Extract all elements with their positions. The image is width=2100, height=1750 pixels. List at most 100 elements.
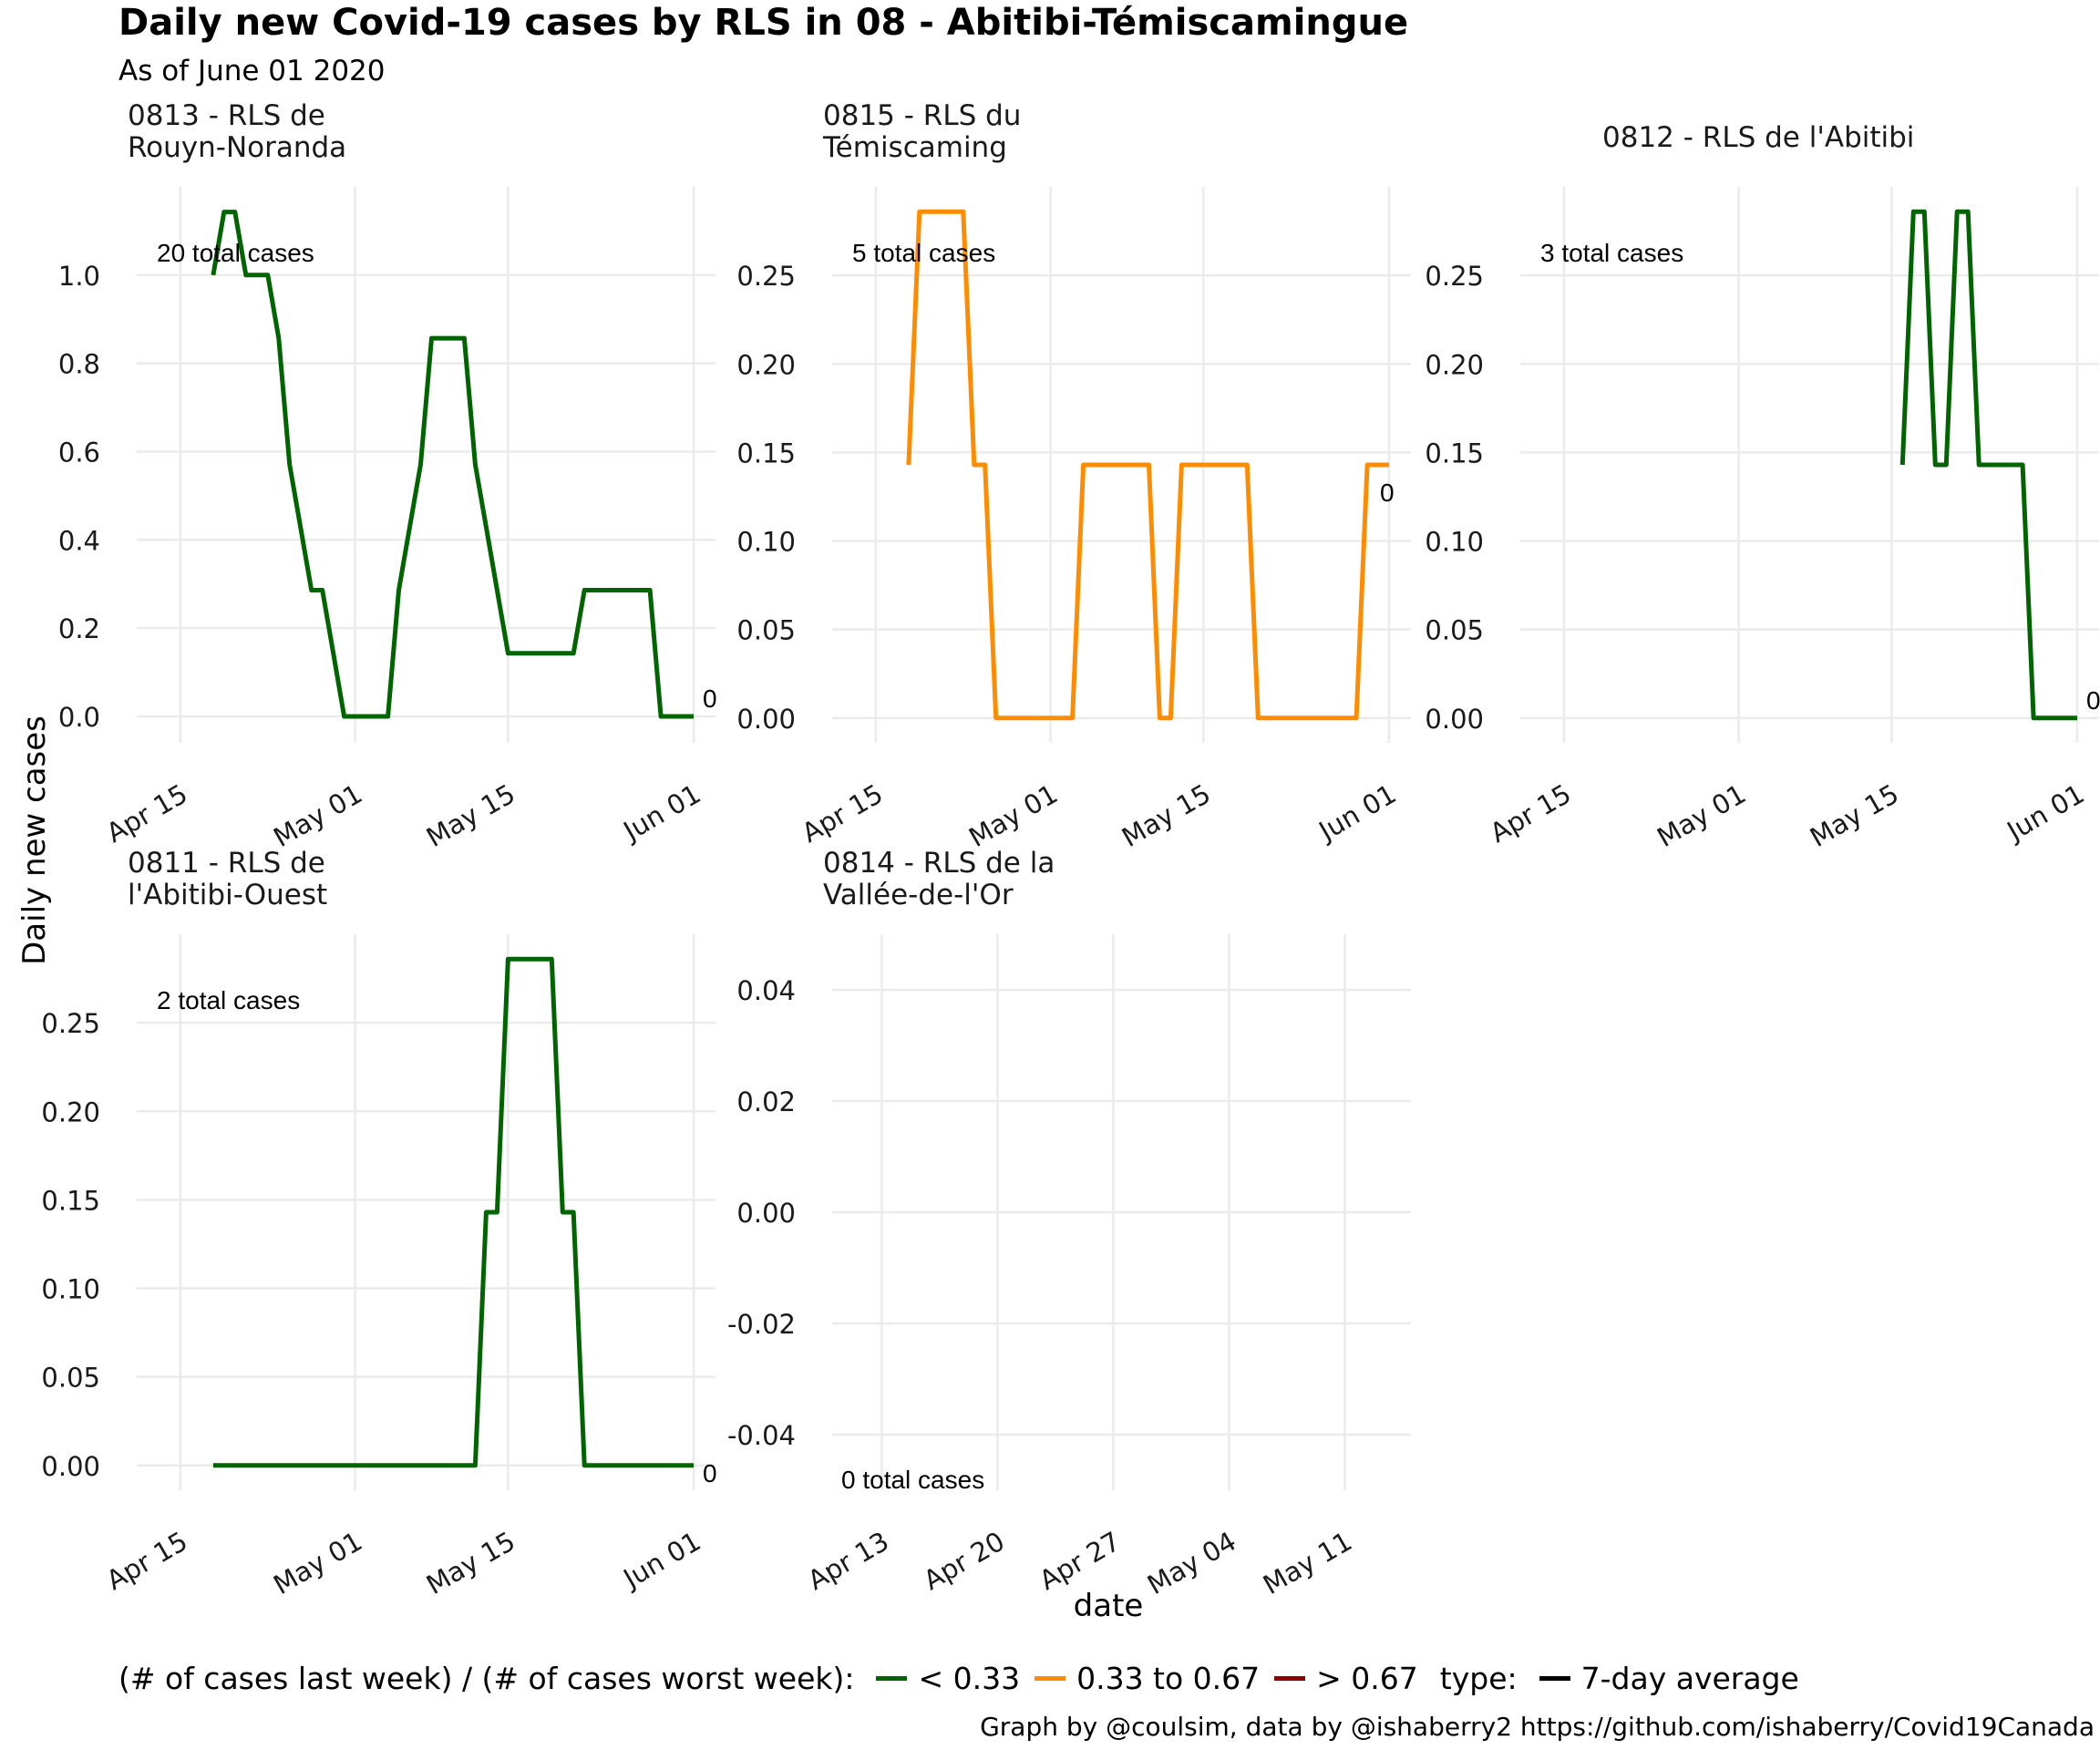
legend-swatch-high (1274, 1676, 1306, 1681)
legend-color-title: (# of cases last week) / (# of cases wor… (118, 1661, 855, 1696)
series-line-7-day-average (212, 956, 694, 1468)
legend-swatch-low (876, 1676, 908, 1681)
series-line-7-day-average (1899, 209, 2077, 721)
legend-label-low: < 0.33 (918, 1661, 1021, 1696)
total-cases-label: 20 total cases (157, 239, 314, 267)
x-tick-label: May 04 (1142, 1526, 1241, 1601)
panel-title-line: Témiscaming (822, 131, 1007, 164)
y-tick-label: 0.00 (41, 1451, 100, 1482)
y-tick-label: 0.10 (1425, 527, 1484, 558)
y-tick-label: 0.20 (41, 1096, 100, 1127)
panel-4: 0811 - RLS de l'Abitibi-Ouest 0.00 0.05 0.10… (41, 847, 716, 1601)
end-value-label: 0 (2086, 686, 2100, 715)
end-value-label: 0 (703, 685, 717, 713)
y-tick-label: 0.20 (736, 349, 796, 380)
panel-title: 0811 - RLS de l'Abitibi-Ouest (128, 847, 327, 911)
y-tick-label: 0.05 (736, 615, 796, 646)
panel-title-line: l'Abitibi-Ouest (128, 879, 327, 911)
y-tick-label: 0.2 (58, 613, 100, 644)
y-tick-label: 0.25 (41, 1008, 100, 1039)
y-tick-label: 0.8 (58, 349, 100, 380)
legend-item-high: > 0.67 (1274, 1661, 1418, 1696)
y-tick-label: 0.10 (41, 1274, 100, 1305)
legend-color-items: < 0.33 0.33 to 0.67 > 0.67 (876, 1661, 1418, 1696)
x-tick-label: May 15 (1117, 778, 1216, 853)
panel-title: 0813 - RLS de Rouyn-Noranda (128, 99, 346, 164)
x-tick-label: May 15 (421, 778, 520, 853)
y-tick-label: 0.02 (736, 1086, 796, 1117)
panel-title-line: 0813 - RLS de (128, 99, 325, 132)
panel-title-line: Vallée-de-l'Or (823, 879, 1014, 911)
x-tick-label: May 15 (421, 1526, 520, 1601)
total-cases-label: 0 total cases (841, 1466, 984, 1494)
y-tick-label: 0.04 (736, 975, 796, 1006)
legend-label-high: > 0.67 (1316, 1661, 1418, 1696)
y-tick-label: 0.6 (58, 437, 100, 468)
series-line-7-day-average (906, 209, 1389, 721)
x-tick-label: May 01 (268, 1526, 367, 1601)
x-tick-label: Apr 15 (101, 1526, 192, 1597)
x-tick-label: May 15 (1805, 778, 1904, 853)
legend-swatch-type (1539, 1676, 1570, 1681)
legend-label-mid: 0.33 to 0.67 (1076, 1661, 1261, 1696)
legend-label-type: 7-day average (1580, 1661, 1799, 1696)
x-tick-label: Apr 15 (797, 778, 888, 849)
y-tick-label: 0.00 (1425, 704, 1484, 735)
panel-title-line: Rouyn-Noranda (128, 131, 346, 164)
y-tick-label: 0.25 (736, 261, 796, 292)
x-tick-label: May 01 (963, 778, 1063, 853)
x-tick-label: Apr 15 (101, 778, 192, 849)
total-cases-label: 5 total cases (852, 239, 995, 267)
panel-title-line: 0812 - RLS de l'Abitibi (1602, 121, 1914, 154)
x-tick-label: Jun 01 (617, 778, 706, 848)
x-tick-label: Jun 01 (2001, 778, 2090, 848)
y-tick-label: 1.0 (58, 261, 100, 292)
y-tick-label: 0.05 (1425, 615, 1484, 646)
y-tick-label: 0.4 (58, 525, 100, 556)
legend-item-low: < 0.33 (876, 1661, 1020, 1696)
y-tick-label: 0.15 (1425, 438, 1484, 468)
x-tick-label: Jun 01 (1312, 778, 1402, 848)
y-tick-label: 0.15 (41, 1185, 100, 1216)
x-tick-label: May 01 (268, 778, 367, 853)
x-tick-label: Apr 15 (1485, 778, 1576, 849)
total-cases-label: 2 total cases (157, 986, 300, 1014)
chart-subtitle: As of June 01 2020 (118, 55, 386, 88)
legend-type-title: type: (1439, 1661, 1518, 1696)
x-tick-label: Apr 27 (1035, 1526, 1126, 1597)
end-value-label: 0 (703, 1459, 717, 1488)
panel-1: 0813 - RLS de Rouyn-Noranda 0.0 0.2 0.4 0.6 0.… (58, 99, 717, 853)
y-tick-label: 0.0 (58, 702, 100, 733)
panel-title: 0815 - RLS du Témiscaming (822, 99, 1021, 164)
x-tick-label: May 11 (1258, 1526, 1357, 1601)
series-line-7-day-average (211, 210, 694, 719)
panel-title-line: 0811 - RLS de (128, 847, 325, 880)
panel-title-line: 0814 - RLS de la (823, 847, 1055, 880)
y-tick-label: 0.00 (736, 1198, 796, 1229)
chart-title: Daily new Covid-19 cases by RLS in 08 - … (118, 2, 1409, 44)
panel-3: 0812 - RLS de l'Abitibi 0.00 0.05 0.10 0.15 0… (1425, 121, 2100, 853)
y-tick-label: -0.04 (727, 1420, 796, 1451)
legend-swatch-mid (1035, 1676, 1066, 1681)
x-axis-label: date (1073, 1588, 1144, 1624)
panel-5: 0814 - RLS de la Vallée-de-l'Or -0.04 -0.02… (727, 847, 1411, 1601)
y-tick-label: 0.10 (736, 527, 796, 558)
end-value-label: 0 (1380, 479, 1395, 507)
y-tick-label: 0.00 (736, 704, 796, 735)
panel-title: 0814 - RLS de la Vallée-de-l'Or (823, 847, 1055, 911)
caption: Graph by @coulsim, data by @ishaberry2 h… (980, 1712, 2095, 1742)
x-tick-label: Jun 01 (617, 1526, 706, 1595)
y-tick-label: 0.05 (41, 1363, 100, 1394)
panel-title-line: 0815 - RLS du (823, 99, 1021, 132)
y-tick-label: 0.20 (1425, 349, 1484, 380)
y-tick-label: 0.15 (736, 438, 796, 468)
y-tick-label: 0.25 (1425, 261, 1484, 292)
panel-title: 0812 - RLS de l'Abitibi (1602, 121, 1914, 154)
x-tick-label: Apr 13 (803, 1526, 894, 1597)
x-tick-label: Apr 20 (919, 1526, 1010, 1597)
y-tick-label: -0.02 (727, 1309, 796, 1340)
panel-2: 0815 - RLS du Témiscaming 0.00 0.05 0.10 0.15… (736, 99, 1411, 853)
x-tick-label: May 01 (1652, 778, 1751, 853)
total-cases-label: 3 total cases (1540, 239, 1683, 267)
